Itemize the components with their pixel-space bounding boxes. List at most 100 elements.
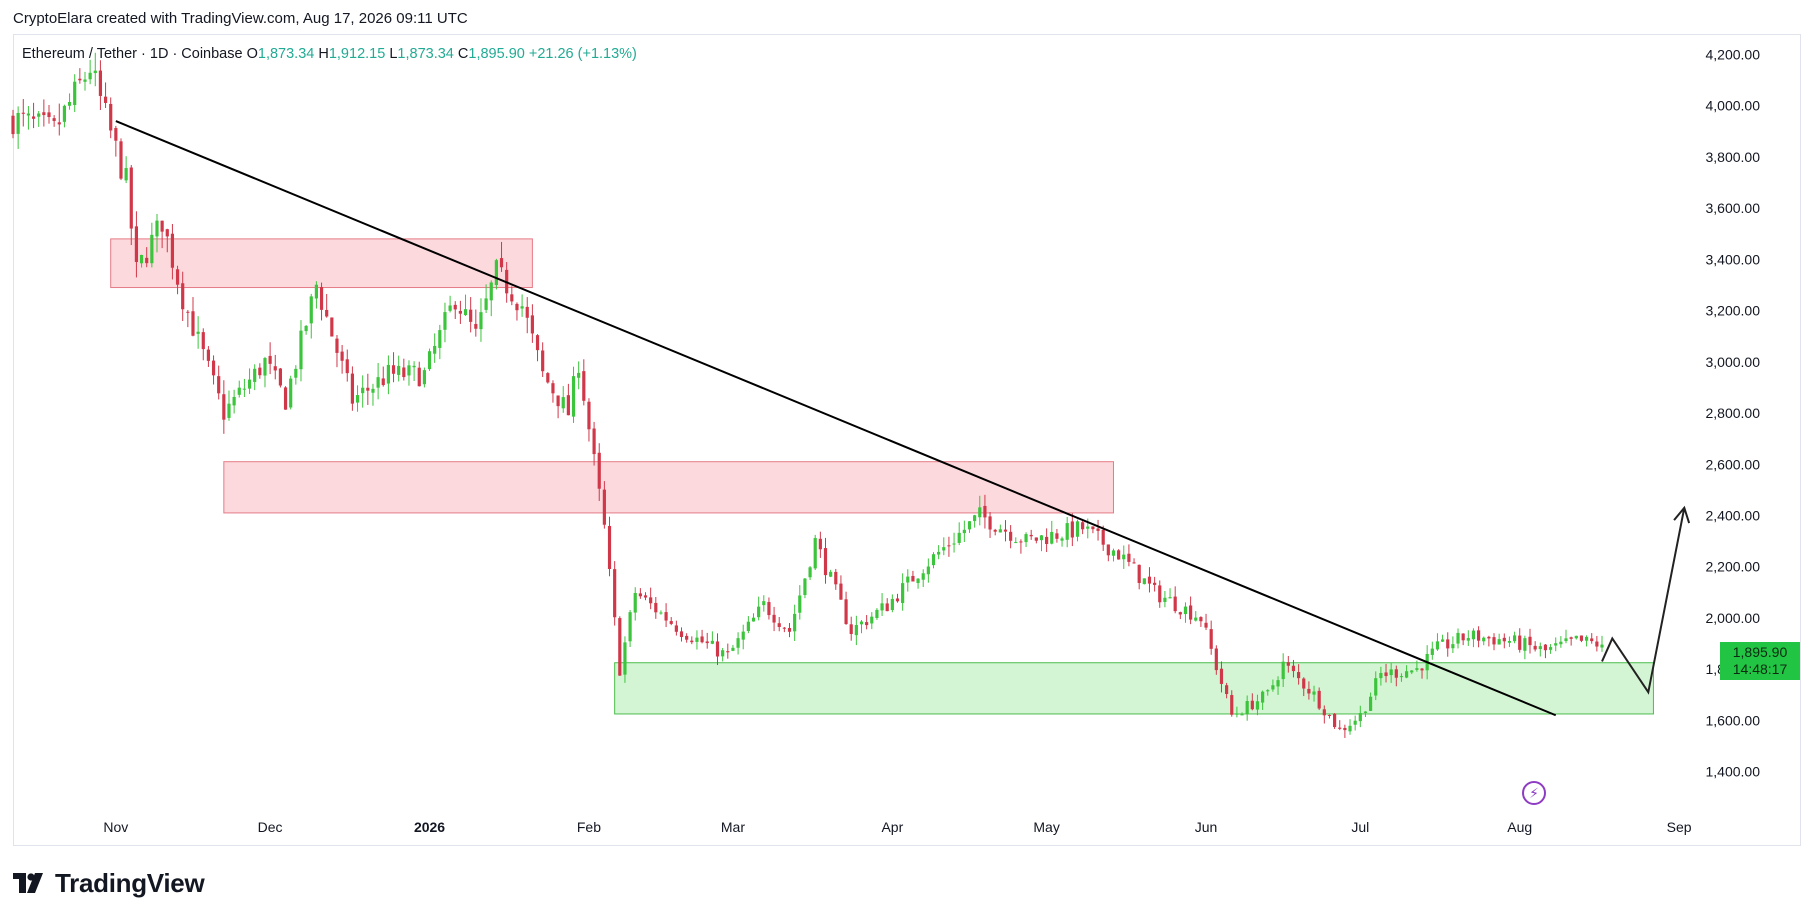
candle xyxy=(731,644,735,652)
candle xyxy=(31,102,36,129)
candle xyxy=(1554,637,1558,652)
candle xyxy=(1410,670,1414,675)
candle-body xyxy=(1271,685,1275,690)
candle xyxy=(1497,633,1501,645)
candle xyxy=(1507,636,1512,648)
candle xyxy=(1045,528,1049,553)
candle-body xyxy=(355,395,360,403)
candle xyxy=(98,60,103,111)
candle-body xyxy=(1297,672,1301,679)
candle xyxy=(885,598,889,612)
candle xyxy=(1564,629,1568,644)
candle xyxy=(638,588,642,599)
candle xyxy=(664,603,668,628)
candle xyxy=(273,354,277,380)
candle-body xyxy=(47,112,51,118)
candle xyxy=(808,566,812,580)
candle-body xyxy=(1446,639,1450,649)
candle xyxy=(772,606,776,632)
candle-body xyxy=(366,387,370,391)
candle xyxy=(782,626,786,633)
candle xyxy=(685,633,689,643)
candle xyxy=(880,593,884,617)
candle-body xyxy=(1132,562,1136,564)
candle xyxy=(258,363,262,379)
annotation-layer xyxy=(115,120,1691,717)
candle-body xyxy=(1528,636,1532,646)
candle-body xyxy=(921,573,925,580)
candle xyxy=(988,512,992,538)
candle-body xyxy=(751,617,756,622)
candle-body xyxy=(129,167,133,229)
price-tick-label: 3,400.00 xyxy=(1706,251,1761,267)
candle xyxy=(129,165,133,246)
candle xyxy=(114,125,118,157)
candle-body xyxy=(253,368,257,382)
candle-body xyxy=(165,229,169,237)
candle-body xyxy=(875,609,879,619)
candle xyxy=(870,612,874,630)
candle xyxy=(1538,642,1542,657)
candle-body xyxy=(345,359,349,374)
candle xyxy=(942,537,946,556)
candle-body xyxy=(1559,641,1563,645)
candle xyxy=(355,385,360,412)
symbol-label[interactable]: Ethereum / Tether · 1D · Coinbase xyxy=(22,46,243,62)
candle xyxy=(1374,671,1378,701)
candle-body xyxy=(587,401,591,430)
candle xyxy=(967,521,972,533)
candle-body xyxy=(695,637,699,642)
candle-body xyxy=(314,284,318,299)
candle xyxy=(577,361,581,390)
candle xyxy=(1379,666,1383,686)
candle-body xyxy=(422,370,426,385)
candle xyxy=(206,346,211,367)
candle-body xyxy=(114,128,118,141)
candle-body xyxy=(1055,533,1059,539)
candle xyxy=(1476,626,1481,648)
candle xyxy=(1081,520,1085,535)
time-tick-label: Dec xyxy=(258,819,283,835)
candle xyxy=(813,534,817,571)
candle xyxy=(1471,628,1476,648)
candle xyxy=(340,344,344,374)
candle-body xyxy=(607,525,612,570)
candle-body xyxy=(1548,647,1553,650)
candle xyxy=(1430,641,1434,660)
candle xyxy=(1276,676,1280,695)
price-axis[interactable]: 4,200.00 4,000.00 3,800.00 3,600.00 3,400.00… xyxy=(1706,46,1761,779)
candle xyxy=(73,74,77,113)
candle xyxy=(947,536,951,557)
candle xyxy=(93,52,97,87)
candle-body xyxy=(623,642,627,675)
candle-body xyxy=(93,70,97,74)
tradingview-footer[interactable]: TradingView xyxy=(13,868,205,899)
candle xyxy=(715,633,720,666)
candle xyxy=(433,333,437,363)
candle xyxy=(700,629,704,644)
candle-body xyxy=(926,566,930,575)
candle xyxy=(649,587,653,610)
candle-body xyxy=(1343,727,1347,731)
close-label: C xyxy=(457,46,469,62)
candle-body xyxy=(1039,535,1044,541)
candle xyxy=(469,297,473,333)
candle-body xyxy=(649,597,653,604)
projection-path xyxy=(1601,507,1686,695)
chart-frame xyxy=(13,34,1801,846)
lightning-bolt-icon[interactable]: ⚡ xyxy=(1522,781,1546,805)
candle-body xyxy=(191,311,195,336)
candle-body xyxy=(294,368,298,378)
candle xyxy=(1333,713,1337,729)
candle-body xyxy=(139,254,144,264)
candle-body xyxy=(206,349,211,361)
candle-body xyxy=(628,612,632,642)
candle xyxy=(1302,677,1306,697)
time-axis[interactable]: Nov Dec 2026 Feb Mar Apr May Jun Jul Aug Sep xyxy=(103,819,1691,835)
candle xyxy=(366,373,370,405)
candle-body xyxy=(566,395,570,416)
candle-body xyxy=(885,603,889,612)
candle xyxy=(1117,549,1121,560)
candle-body xyxy=(124,168,128,181)
